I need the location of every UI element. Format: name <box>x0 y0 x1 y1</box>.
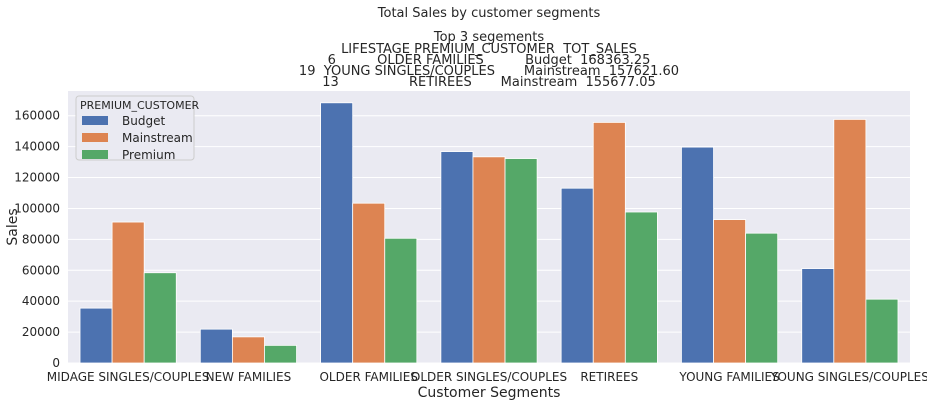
y-tick-label: 140000 <box>14 140 60 154</box>
bars <box>79 102 899 364</box>
y-tick-label: 20000 <box>22 325 60 339</box>
legend-label: Budget <box>122 114 165 128</box>
legend-items: Budget Mainstream Premium <box>82 114 193 162</box>
y-axis-label: Sales <box>5 208 21 245</box>
x-axis-label: Customer Segments <box>418 385 561 401</box>
bar <box>320 102 354 364</box>
subtitle-line-2: LIFESTAGE PREMIUM_CUSTOMER TOT_SALES <box>341 42 637 57</box>
legend-label: Premium <box>122 148 175 162</box>
legend-swatch <box>82 150 108 159</box>
y-tick-label: 160000 <box>14 109 60 123</box>
x-tick-label: MIDAGE SINGLES/COUPLES <box>47 370 210 384</box>
y-tick-label: 120000 <box>14 171 60 185</box>
y-tick-label: 80000 <box>22 232 60 246</box>
bar <box>111 221 145 364</box>
x-tick-label: YOUNG SINGLES/COUPLES <box>770 370 927 384</box>
bar <box>745 232 779 364</box>
bar <box>504 158 538 364</box>
legend-label: Mainstream <box>122 131 193 145</box>
bar <box>713 219 747 364</box>
x-tick-label: NEW FAMILIES <box>206 370 292 384</box>
chart-title: Total Sales by customer segments <box>377 6 601 21</box>
y-tick-labels: 0 20000 40000 60000 80000 100000 120000 140000 1… <box>14 109 60 370</box>
bar <box>624 211 658 364</box>
legend-swatch <box>82 116 108 125</box>
bar <box>833 119 867 364</box>
legend-box <box>75 95 195 161</box>
subtitle-line-5: 13 RETIREES Mainstream 155677.05 <box>322 75 656 90</box>
x-tick-label: OLDER FAMILIES <box>319 370 417 384</box>
bar <box>592 122 626 364</box>
bar <box>384 237 418 364</box>
legend: PREMIUM_CUSTOMER Budget Mainstream Premium <box>75 95 200 162</box>
bar <box>440 151 474 364</box>
y-tick-label: 40000 <box>22 294 60 308</box>
bar <box>143 272 177 364</box>
bar <box>681 146 714 364</box>
bar <box>865 298 899 364</box>
bar <box>264 344 297 364</box>
y-tick-label: 60000 <box>22 263 60 277</box>
y-tick-label: 100000 <box>14 201 60 215</box>
bar <box>560 187 594 364</box>
bar <box>801 268 835 364</box>
x-tick-label: OLDER SINGLES/COUPLES <box>411 370 567 384</box>
subtitle-line-3: 6 OLDER FAMILIES Budget 168363.25 <box>328 53 651 68</box>
chart-titles: Total Sales by customer segments Top 3 s… <box>299 6 679 90</box>
subtitle-line-1: Top 3 segements <box>433 30 544 45</box>
y-tick-label: 0 <box>52 356 60 370</box>
bar <box>352 202 386 364</box>
bar <box>199 328 233 364</box>
bar <box>472 156 506 364</box>
bar <box>79 307 113 364</box>
x-tick-label: YOUNG FAMILIES <box>678 370 779 384</box>
subtitle-line-4: 19 YOUNG SINGLES/COUPLES Mainstream 1576… <box>299 64 679 79</box>
legend-title: PREMIUM_CUSTOMER <box>80 99 200 112</box>
x-tick-label: RETIREES <box>580 370 638 384</box>
legend-swatch <box>82 133 108 142</box>
bar <box>231 336 265 364</box>
